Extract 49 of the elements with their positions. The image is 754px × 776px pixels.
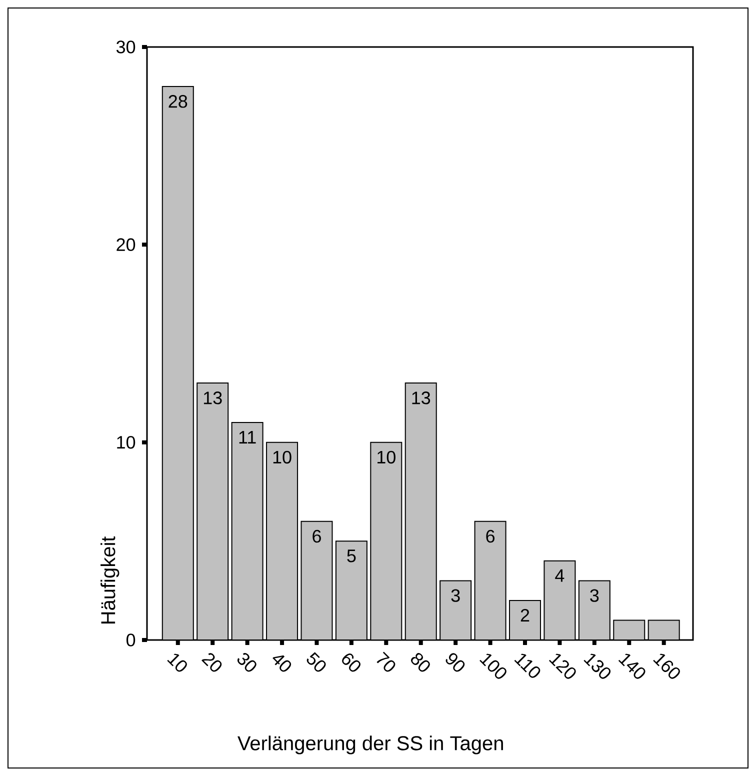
bar xyxy=(510,600,540,640)
x-tick-label: 40 xyxy=(272,655,292,672)
data-label: 10 xyxy=(378,450,396,464)
bar xyxy=(301,521,332,640)
bar xyxy=(266,442,298,640)
x-tick-label: 120 xyxy=(548,654,576,679)
x-tick-label: 160 xyxy=(653,654,680,679)
data-label: 4 xyxy=(555,569,564,582)
x-tick-label: 90 xyxy=(446,653,465,672)
x-tick-label: 130 xyxy=(584,654,611,679)
data-label: 3 xyxy=(451,589,460,602)
x-tick-label: 50 xyxy=(306,652,326,672)
bar xyxy=(544,560,576,640)
data-label: 6 xyxy=(486,530,495,543)
data-label: 13 xyxy=(412,392,430,404)
data-label: 5 xyxy=(347,550,356,562)
x-tick-label: 70 xyxy=(376,652,396,672)
bar xyxy=(370,442,402,640)
y-tick-label: 20 xyxy=(116,238,136,252)
data-label: 13 xyxy=(204,392,222,404)
bar xyxy=(614,620,645,640)
x-tick-label: 100 xyxy=(480,654,506,679)
x-tick-label: 110 xyxy=(514,654,540,678)
y-tick-label: 30 xyxy=(116,40,136,54)
x-tick-label: 80 xyxy=(411,653,430,672)
bar xyxy=(232,422,263,640)
bar xyxy=(162,86,194,640)
data-label: 2 xyxy=(520,608,530,622)
x-tick-label: 10 xyxy=(167,654,187,672)
data-label: 10 xyxy=(273,450,292,464)
x-axis-title: Verlängerung der SS in Tagen xyxy=(238,736,503,754)
data-label: 6 xyxy=(312,530,321,543)
bar xyxy=(336,541,367,640)
y-tick-label: 0 xyxy=(126,634,136,646)
bar xyxy=(648,620,680,640)
bar xyxy=(578,580,610,640)
bar xyxy=(197,383,228,640)
x-tick-label: 30 xyxy=(237,653,256,672)
bar xyxy=(440,580,472,640)
data-label: 3 xyxy=(590,589,599,602)
bar xyxy=(474,521,506,640)
x-tick-label: 140 xyxy=(618,654,646,679)
data-label: 11 xyxy=(239,431,256,444)
x-tick-label: 20 xyxy=(202,653,222,672)
x-tick-label: 60 xyxy=(342,654,360,672)
y-axis-title: Häufigkeit xyxy=(100,536,120,624)
bar xyxy=(405,383,436,640)
y-tick-label: 10 xyxy=(117,436,136,449)
data-label: 28 xyxy=(168,95,188,108)
